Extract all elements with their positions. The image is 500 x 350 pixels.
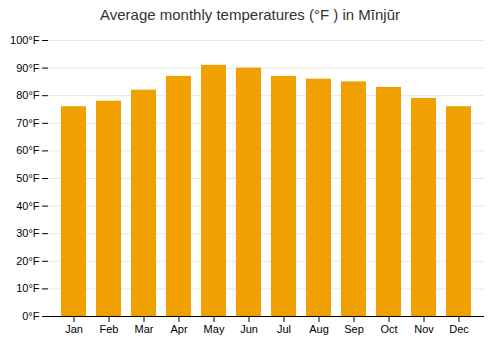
svg-text:Jul: Jul xyxy=(277,323,291,335)
svg-text:0°F: 0°F xyxy=(22,310,40,322)
svg-text:Nov: Nov xyxy=(414,323,434,335)
svg-text:20°F: 20°F xyxy=(16,255,40,267)
svg-text:Apr: Apr xyxy=(170,323,187,335)
svg-text:Feb: Feb xyxy=(100,323,119,335)
svg-text:70°F: 70°F xyxy=(16,117,40,129)
svg-text:Aug: Aug xyxy=(309,323,329,335)
svg-text:Jan: Jan xyxy=(65,323,83,335)
svg-text:Oct: Oct xyxy=(380,323,397,335)
svg-text:10°F: 10°F xyxy=(16,282,40,294)
svg-text:60°F: 60°F xyxy=(16,144,40,156)
svg-text:80°F: 80°F xyxy=(16,89,40,101)
svg-text:40°F: 40°F xyxy=(16,200,40,212)
svg-text:90°F: 90°F xyxy=(16,62,40,74)
svg-text:Sep: Sep xyxy=(344,323,364,335)
svg-text:May: May xyxy=(204,323,225,335)
svg-text:50°F: 50°F xyxy=(16,172,40,184)
svg-text:100°F: 100°F xyxy=(10,34,40,46)
html-text:Average monthly temperatures (: Average monthly temperatures (°F ) in Mī… xyxy=(100,6,400,23)
svg-text:Jun: Jun xyxy=(240,323,258,335)
svg-text:Mar: Mar xyxy=(135,323,154,335)
svg-text:Dec: Dec xyxy=(449,323,469,335)
svg-text:30°F: 30°F xyxy=(16,227,40,239)
